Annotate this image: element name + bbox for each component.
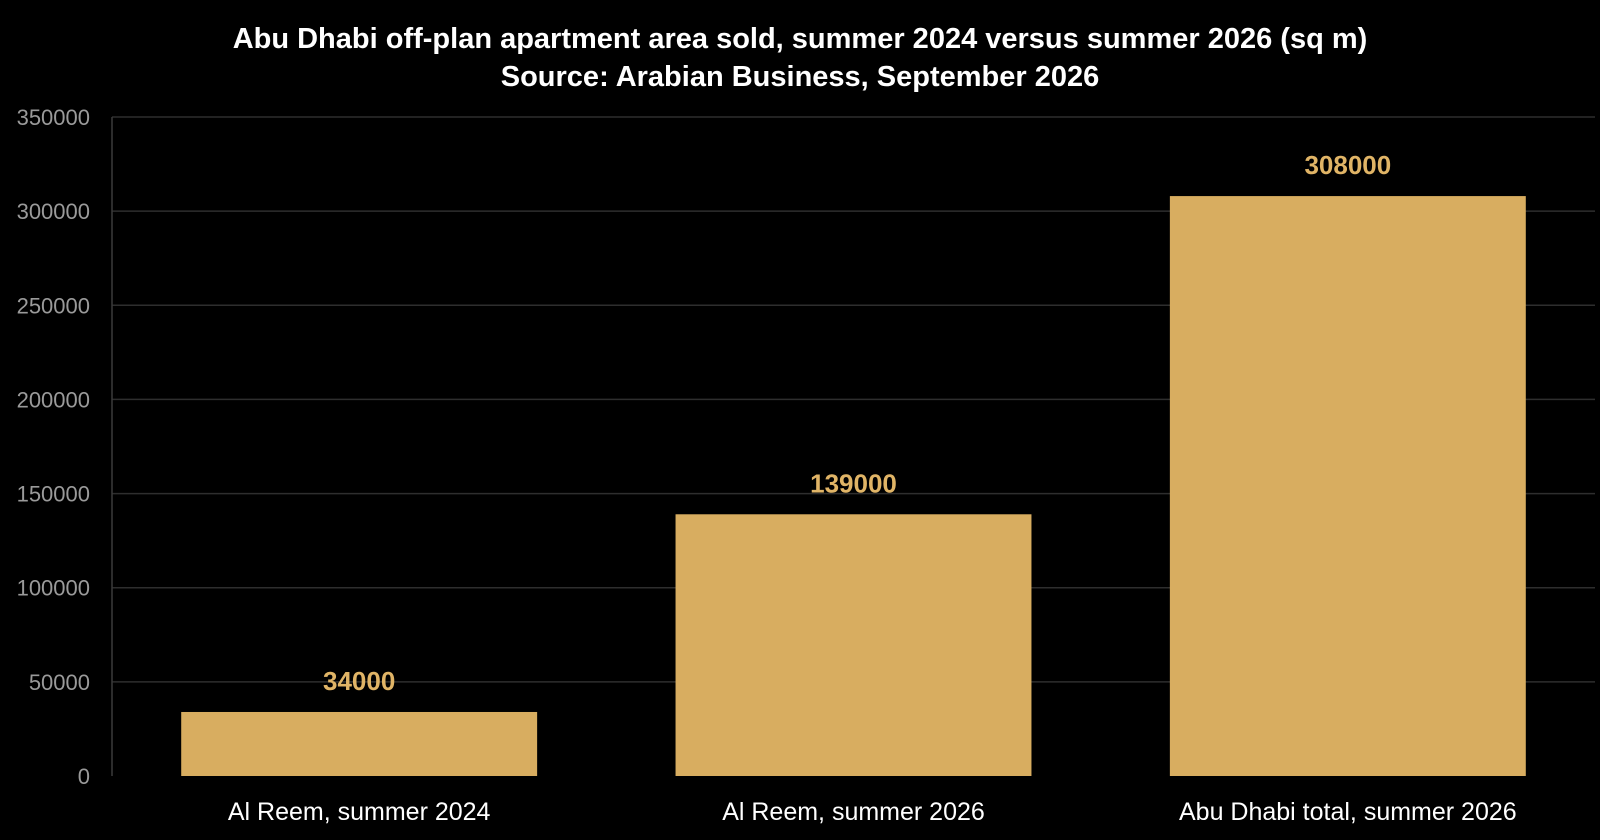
chart-title: Abu Dhabi off-plan apartment area sold, … <box>233 23 1368 55</box>
y-tick-label: 200000 <box>17 387 90 412</box>
data-label: 34000 <box>323 666 395 696</box>
bar <box>675 514 1032 776</box>
x-category-label: Al Reem, summer 2026 <box>722 798 985 826</box>
y-tick-label: 350000 <box>17 105 90 130</box>
y-tick-label: 300000 <box>17 199 90 224</box>
x-category-label: Abu Dhabi total, summer 2026 <box>1179 798 1517 826</box>
data-labels: 34000 139000 308000 <box>323 150 1391 696</box>
y-tick-label: 0 <box>78 764 90 789</box>
bars <box>181 196 1526 776</box>
x-axis-labels: Al Reem, summer 2024 Al Reem, summer 2026… <box>228 798 1517 826</box>
x-category-label: Al Reem, summer 2024 <box>228 798 491 826</box>
data-label: 139000 <box>810 468 897 498</box>
y-tick-label: 250000 <box>17 293 90 318</box>
data-label: 308000 <box>1304 150 1391 180</box>
bar <box>1169 196 1526 776</box>
bar <box>181 711 538 776</box>
y-tick-label: 100000 <box>17 576 90 601</box>
y-tick-label: 150000 <box>17 482 90 507</box>
y-tick-label: 50000 <box>29 670 90 695</box>
chart-subtitle: Source: Arabian Business, September 2026 <box>501 61 1100 93</box>
y-axis: 0 50000 100000 150000 200000 250000 300000 3500… <box>17 105 113 789</box>
